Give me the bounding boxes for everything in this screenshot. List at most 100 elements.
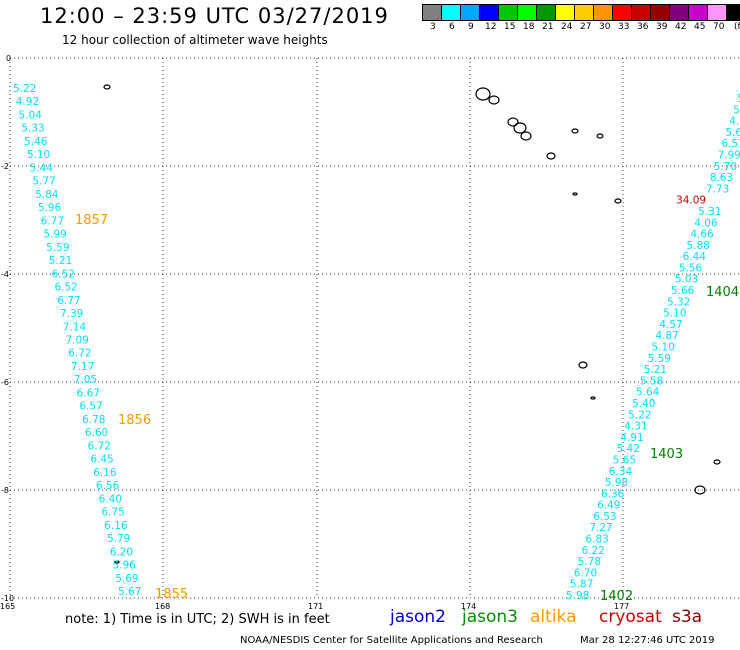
latitude-label: -10: [1, 594, 14, 603]
color-swatch: [461, 5, 480, 20]
color-swatch: [727, 5, 740, 20]
wave-height-value: 5.59: [46, 242, 69, 254]
longitude-label: 168: [155, 602, 171, 611]
latitude-label: -8: [1, 486, 9, 495]
wave-height-value: 4.87: [655, 330, 678, 342]
wave-height-value: 5.88: [686, 240, 709, 252]
wave-height-value: 6.77: [41, 215, 64, 227]
island-outline: [103, 84, 111, 90]
color-scale-label: 24: [561, 22, 573, 32]
wave-height-value: 4.06: [694, 217, 718, 229]
wave-height-value: 5.44: [30, 162, 54, 174]
island-outline: [571, 128, 579, 134]
color-swatch: [575, 5, 594, 20]
legend-jason3: jason3: [462, 607, 518, 627]
island-outline: [546, 152, 556, 160]
color-swatch: [613, 5, 632, 20]
wave-height-value: 6.52: [52, 268, 75, 280]
pass-time-label: 1857: [75, 213, 108, 228]
island-outline: [114, 560, 120, 564]
island-outline: [507, 117, 519, 127]
color-swatch: [480, 5, 499, 20]
island-outline: [590, 396, 596, 400]
wave-height-value: 5.: [733, 104, 740, 116]
color-scale-label: 45: [694, 22, 706, 32]
wave-height-value: 5.33: [21, 123, 44, 135]
wave-height-value: 5.96: [38, 202, 62, 214]
wave-height-value: 5.69: [115, 573, 138, 585]
color-swatch: [651, 5, 670, 20]
wave-height-value: 5.32: [667, 296, 690, 308]
wave-height-value: 5.65: [613, 454, 636, 466]
island-outline: [572, 192, 578, 196]
longitude-label: 171: [308, 602, 324, 611]
color-scale-label: 9: [468, 22, 474, 32]
wave-height-value: 6.67: [77, 387, 100, 399]
island-outline: [694, 485, 706, 495]
color-scale-label: 30: [599, 22, 611, 32]
wave-height-value: 5.64: [636, 387, 660, 399]
wave-height-value: 6.72: [88, 440, 111, 452]
wave-height-value: 5.10: [663, 308, 686, 320]
color-swatch: [670, 5, 689, 20]
pass-time-label: 1855: [155, 587, 188, 602]
color-scale-unit: (ft): [734, 22, 740, 32]
wave-height-value: 5.04: [19, 109, 43, 121]
wave-height-value: 5: [737, 93, 740, 105]
wave-height-value: 6.56: [96, 480, 120, 492]
wave-height-value: 7.14: [63, 321, 87, 333]
wave-height-value: 6.44: [683, 251, 707, 263]
note-text: note: 1) Time is in UTC; 2) SWH is in fe…: [65, 612, 330, 627]
color-scale-label: 39: [656, 22, 668, 32]
wave-height-value: 5.31: [698, 206, 721, 218]
pass-time-label: 1404: [706, 285, 739, 300]
color-scale-label: 3: [430, 22, 436, 32]
wave-height-value: 4.57: [659, 319, 682, 331]
wave-height-value: 6.75: [101, 507, 124, 519]
footer-timestamp: Mar 28 12:27:46 UTC 2019: [580, 635, 715, 646]
color-scale-label: 6: [449, 22, 455, 32]
wave-height-value: 6.53: [593, 511, 616, 523]
color-swatch: [499, 5, 518, 20]
wave-height-value: 6.36: [601, 488, 625, 500]
wave-height-value: 4.31: [624, 421, 647, 433]
wave-height-value: 6.16: [104, 520, 128, 532]
wave-height-value: 5.98: [566, 590, 589, 602]
wave-height-value: 5.96: [112, 560, 136, 572]
wave-height-value: 6.40: [99, 493, 122, 505]
wave-height-value: 5.78: [578, 556, 601, 568]
wave-height-value: 5.87: [570, 579, 593, 591]
wave-height-color-scale: [422, 4, 740, 21]
wave-height-value: 5.58: [640, 375, 663, 387]
wave-height-value: 5.42: [617, 443, 640, 455]
wave-height-value: 6.77: [57, 295, 80, 307]
latitude-label: -4: [1, 270, 9, 279]
wave-height-value: 6.52: [54, 282, 77, 294]
color-scale-label: 21: [542, 22, 554, 32]
wave-height-value: 6.70: [574, 567, 597, 579]
color-swatch: [556, 5, 575, 20]
pass-time-label: 1402: [600, 589, 633, 604]
wave-height-value: 5.21: [49, 255, 72, 267]
wave-height-value: 4.92: [16, 96, 39, 108]
wave-height-value: 5.56: [679, 262, 703, 274]
color-swatch: [689, 5, 708, 20]
island-outline: [488, 95, 500, 105]
legend-jason2: jason2: [390, 607, 446, 627]
wave-height-value: 4.8: [729, 116, 740, 128]
latitude-label: -2: [1, 162, 9, 171]
wave-height-value: 8.63: [710, 172, 733, 184]
longitude-label: 174: [461, 602, 477, 611]
wave-height-value: 6.53: [721, 138, 740, 150]
color-scale-label: 33: [618, 22, 630, 32]
island-outline: [513, 122, 527, 134]
legend-s3a: s3a: [672, 607, 703, 627]
longitude-label: 165: [0, 602, 16, 611]
wave-height-value: 7.09: [66, 335, 89, 347]
wave-height-value: 7.05: [74, 374, 97, 386]
wave-height-value: 6.78: [82, 414, 105, 426]
wave-height-value: 5.84: [35, 189, 59, 201]
wave-height-value: 5.10: [27, 149, 50, 161]
pass-time-label: 1856: [118, 413, 151, 428]
wave-height-value: 4.91: [620, 432, 643, 444]
